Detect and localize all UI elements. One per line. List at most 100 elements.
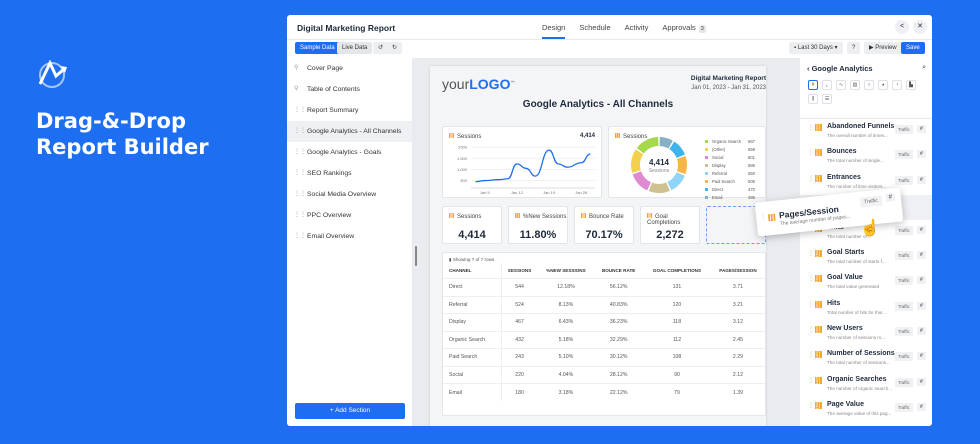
drag-handle-icon[interactable]: ⋮⋮ [808,175,820,182]
kpi-card[interactable]: Sessions 4,414 [442,206,502,244]
column-header[interactable]: CHANNEL [443,263,502,279]
metric-item[interactable]: ⋮⋮ New Users The number of sessions m... Tr… [800,321,932,346]
legend-item: Display 586 [705,161,755,169]
x-tick-label: Jan 5 [480,190,491,195]
chart-type-icon[interactable]: ◕ [878,80,888,90]
metric-tag: Traffic [895,377,913,387]
legend-swatch [705,171,708,175]
redo-icon[interactable]: ↻ [387,42,403,54]
metric-item[interactable]: ⋮⋮ Abandoned Funnels The overall number of… [800,119,932,144]
metric-tag: Traffic [895,175,913,185]
chart-type-icon[interactable]: # [808,80,818,90]
sidebar-item-label: Table of Contents [307,86,360,93]
save-button[interactable]: Save [901,42,925,54]
chart-type-icon[interactable]: ∿ [836,80,846,90]
drag-handle-icon[interactable]: ⋮⋮ [808,276,820,283]
metric-item[interactable]: ⋮⋮ Number of Sessions The total number of … [800,346,932,371]
legend-label: (Other) [712,146,726,152]
metric-item[interactable]: ⋮⋮ Bounces The total number of single... Tr… [800,144,932,169]
metric-item[interactable]: ⋮⋮ Hits Total number of hits for this... Tr… [800,296,932,321]
sidebar-item[interactable]: ⚲ Table of Contents [287,79,412,100]
sidebar-item[interactable]: ⋮⋮ PPC Overview [287,205,412,226]
tab-approvals[interactable]: Approvals 3 [662,23,706,39]
metric-item[interactable]: ⋮⋮ Page Value The average value of this pa… [800,397,932,422]
column-header[interactable]: GOAL COMPLETIONS [652,268,702,273]
drag-handle-icon[interactable]: ⋮⋮ [808,251,820,258]
date-range-dropdown[interactable]: ▪ Last 30 Days ▾ [789,42,843,54]
kpi-card[interactable]: %New Sessions 11.80% [508,206,568,244]
column-header[interactable]: SESSIONS [507,268,532,273]
metric-name: Abandoned Funnels [827,123,895,130]
drag-handle-icon[interactable]: ⋮⋮ [808,301,820,308]
close-icon[interactable]: ✕ [913,20,927,34]
sidebar-item[interactable]: ⋮⋮ Email Overview [287,226,412,247]
kpi-card[interactable]: Goal Completions 2,272 [640,206,700,244]
live-data-button[interactable]: Live Data [337,42,373,54]
sidebar-item[interactable]: ⋮⋮ Google Analytics - Goals [287,142,412,163]
bar-chart-icon [815,326,822,334]
metric-item[interactable]: ⋮⋮ Organic Searches The number of organic … [800,372,932,397]
column-header[interactable]: PAGES/SESSION [719,268,757,273]
undo-icon[interactable]: ↺ [373,42,389,54]
sidebar-item[interactable]: ⋮⋮ Google Analytics - All Channels [287,121,412,142]
hash-icon: # [917,125,926,133]
sample-data-button[interactable]: Sample Data [295,42,340,54]
table-cell: 524 [501,295,538,314]
sessions-donut-chart[interactable]: Sessions 4,414 Sessions Organic Search 66… [608,126,766,200]
chart-type-icon[interactable]: ○ [864,80,874,90]
legend-swatch [705,187,708,191]
sidebar-item[interactable]: ⚲ Cover Page [287,58,412,79]
drag-handle-icon[interactable]: ⋮⋮ [808,377,820,384]
sidebar-item[interactable]: ⋮⋮ SEO Rankings [287,163,412,184]
sidebar-item-label: Social Media Overview [307,191,377,198]
bar-chart-icon [815,149,822,157]
chart-type-icon[interactable]: ⌞ [822,80,832,90]
table-cell: 2.29 [710,348,765,366]
bar-chart-icon [815,351,822,359]
drag-handle-icon[interactable]: ⋮⋮ [808,352,820,359]
table-cell: 432 [501,330,538,349]
sidebar-item-label: PPC Overview [307,212,352,219]
sessions-line-chart[interactable]: Sessions 4,414 2000 1,500 1,000 500 Jan 5 Jan… [442,126,602,198]
add-section-button[interactable]: + Add Section [295,403,405,419]
table-cell: 40.83% [594,295,643,314]
hash-icon: # [917,175,926,184]
chart-type-icon[interactable]: ▥ [850,80,860,90]
search-icon[interactable]: ⌕ [922,64,926,71]
help-icon[interactable]: ? [847,42,861,54]
chart-type-icon[interactable]: ◔ [892,80,902,90]
back-icon[interactable]: ‹ [807,64,812,73]
legend-value: 586 [748,162,755,168]
resize-handle[interactable] [415,246,417,266]
chart-type-icon[interactable]: ☰ [822,94,832,104]
metric-item[interactable]: ⋮⋮ Entrances The number of time visitors..… [800,170,932,195]
x-tick-label: Jan 12 [511,190,524,195]
metric-item[interactable]: ⋮⋮ Goal Starts The total number of starts … [800,245,932,270]
legend-label: Paid Search [712,178,735,184]
metric-name: Goal Value [827,274,863,282]
legend-label: Organic Search [712,138,742,144]
column-header[interactable]: %NEW SESSIONS [546,268,586,273]
sidebar-item[interactable]: ⋮⋮ Social Media Overview [287,184,412,205]
chart-type-icon[interactable]: ▙ [906,80,916,90]
tab-design[interactable]: Design [542,23,566,39]
hash-icon: # [917,352,926,361]
preview-button[interactable]: ▶ Preview [864,42,902,54]
tab-activity[interactable]: Activity [624,23,649,32]
column-header[interactable]: BOUNCE RATE [601,268,636,273]
drag-handle-icon[interactable]: ⋮⋮ [808,327,820,334]
chart-type-icon[interactable]: ⫼ [808,94,818,104]
tab-schedule[interactable]: Schedule [579,23,611,32]
sidebar-item[interactable]: ⋮⋮ Report Summary [287,100,412,121]
metric-desc: Total number of hits for this... [827,309,886,315]
drag-handle-icon[interactable]: ⋮⋮ [808,402,820,409]
metric-item[interactable]: ⋮⋮ Goal Value The total value generated Tra… [800,270,932,295]
table-caption: ▮ Showing 7 of 7 rows [449,257,495,262]
table-cell: 8.13% [537,295,595,314]
legend-item: Social 601 [705,153,755,161]
kpi-card[interactable]: Bounce Rate 70.17% [574,206,634,244]
hash-icon: # [885,193,896,202]
drag-handle-icon[interactable]: ⋮⋮ [808,150,820,157]
share-icon[interactable]: < [895,20,909,34]
drag-handle-icon[interactable]: ⋮⋮ [808,125,820,131]
